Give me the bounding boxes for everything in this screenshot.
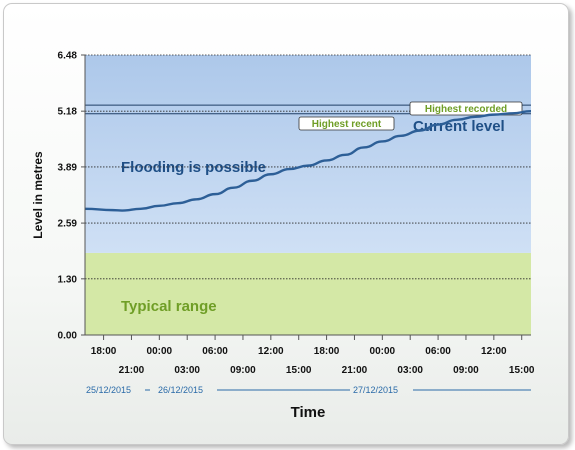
band-label-flooding: Flooding is possible bbox=[121, 159, 266, 176]
y-tick-label: 5.18 bbox=[58, 107, 78, 118]
highest-recent-label: Highest recent bbox=[312, 119, 382, 130]
x-tick-label: 03:00 bbox=[397, 365, 423, 376]
x-tick-label: 03:00 bbox=[174, 365, 200, 376]
y-tick-label: 6.48 bbox=[58, 51, 78, 62]
x-tick-label: 09:00 bbox=[230, 365, 256, 376]
x-tick-label: 00:00 bbox=[147, 346, 173, 357]
x-axis-label: Time bbox=[291, 404, 326, 421]
x-tick-label: 18:00 bbox=[91, 346, 117, 357]
current-level-label: Current level bbox=[413, 118, 505, 135]
x-tick-label: 00:00 bbox=[370, 346, 396, 357]
x-tick-label: 18:00 bbox=[314, 346, 340, 357]
x-tick-label: 21:00 bbox=[342, 365, 368, 376]
x-tick-label: 06:00 bbox=[202, 346, 228, 357]
date-label: 26/12/2015 bbox=[158, 385, 203, 395]
y-tick-label: 3.89 bbox=[58, 162, 78, 173]
date-label: 25/12/2015 bbox=[86, 385, 131, 395]
y-tick-label: 2.59 bbox=[58, 219, 78, 230]
highest-recorded-box bbox=[409, 101, 523, 116]
band-label-typical: Typical range bbox=[121, 298, 217, 315]
date-label: 27/12/2015 bbox=[353, 385, 398, 395]
highest-recent-box bbox=[298, 116, 395, 131]
x-tick-label: 12:00 bbox=[481, 346, 507, 357]
x-tick-label: 12:00 bbox=[258, 346, 284, 357]
x-tick-label: 06:00 bbox=[425, 346, 451, 357]
x-tick-label: 15:00 bbox=[286, 365, 312, 376]
y-tick-label: 0.00 bbox=[58, 331, 78, 342]
y-tick-label: 1.30 bbox=[58, 274, 78, 285]
x-tick-label: 15:00 bbox=[509, 365, 535, 376]
y-axis-label: Level in metres bbox=[31, 151, 45, 239]
band-typical bbox=[85, 252, 531, 335]
x-tick-label: 21:00 bbox=[119, 365, 145, 376]
highest-recorded-label: Highest recorded bbox=[425, 104, 507, 115]
x-tick-label: 09:00 bbox=[453, 365, 479, 376]
band-flooding bbox=[85, 55, 531, 253]
